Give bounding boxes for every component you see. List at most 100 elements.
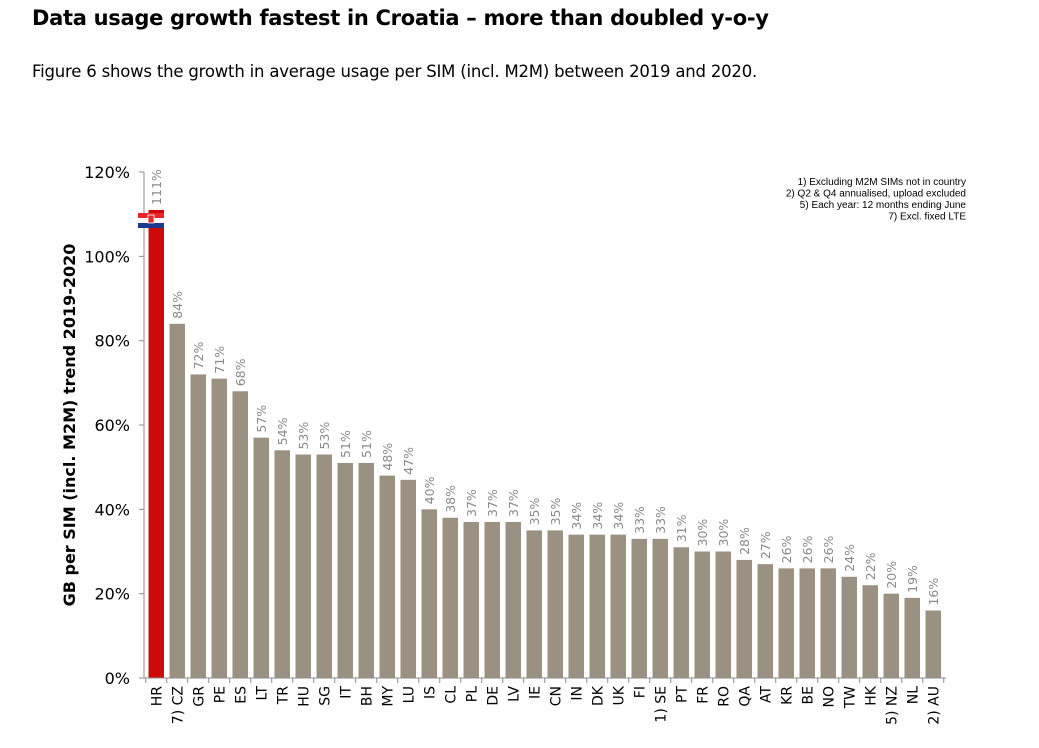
data-label: 53% [317, 422, 332, 450]
data-label: 30% [716, 519, 731, 547]
x-tick-label: RO [716, 686, 732, 707]
bar [463, 521, 479, 678]
data-label: 26% [821, 535, 836, 563]
bar [925, 610, 941, 678]
data-label: 57% [254, 405, 269, 433]
data-label: 33% [653, 506, 668, 534]
data-label: 68% [233, 358, 248, 386]
x-tick-label: PE [212, 686, 228, 703]
data-label: 34% [590, 502, 605, 530]
bar [820, 568, 836, 678]
data-label: 33% [632, 506, 647, 534]
data-label: 38% [443, 485, 458, 513]
x-tick-label: DK [590, 685, 606, 706]
data-label: 16% [926, 578, 941, 606]
bar [610, 534, 626, 678]
x-tick-label: IN [569, 686, 585, 701]
x-tick-label: UK [611, 685, 627, 705]
x-tick-label: CN [548, 686, 564, 706]
bar [547, 530, 563, 678]
x-tick-label: AT [758, 686, 774, 703]
bar [904, 597, 920, 678]
data-label: 72% [191, 341, 206, 369]
figure-description: Figure 6 shows the growth in average usa… [32, 62, 758, 81]
data-label: 51% [338, 430, 353, 458]
bar [379, 475, 395, 678]
bar [253, 437, 269, 678]
data-label: 37% [485, 489, 500, 517]
bar [736, 559, 752, 678]
x-tick-label: LT [254, 686, 270, 701]
bar [442, 517, 458, 678]
bar [883, 593, 899, 678]
x-tick-label: CL [443, 686, 459, 704]
data-label: 54% [275, 417, 290, 445]
bar [484, 521, 500, 678]
bar [778, 568, 794, 678]
data-label: 37% [506, 489, 521, 517]
data-label: 27% [758, 531, 773, 559]
x-tick-label: LV [506, 686, 522, 702]
data-label: 24% [842, 544, 857, 572]
bar [169, 323, 185, 678]
bar [673, 547, 689, 678]
data-label: 20% [884, 561, 899, 589]
data-label: 53% [296, 422, 311, 450]
footnote: 1) Excluding M2M SIMs not in country [798, 177, 966, 188]
data-label: 35% [548, 498, 563, 526]
x-tick-label: IS [422, 686, 438, 699]
page-title: Data usage growth fastest in Croatia – m… [32, 6, 769, 30]
y-tick-label: 80% [94, 332, 130, 351]
data-label: 111% [149, 169, 164, 205]
x-tick-label: TR [275, 686, 291, 706]
data-label: 84% [170, 291, 185, 319]
x-tick-label: 5) NZ [884, 686, 900, 725]
data-label: 19% [905, 565, 920, 593]
data-label: 34% [611, 502, 626, 530]
bar [631, 538, 647, 678]
data-labels-group: 111% 84% 72% 71% 68% 57% 54% 53% 53% 51% 51% 48% 47%… [149, 169, 941, 605]
bar [400, 479, 416, 678]
x-tick-label: PT [674, 686, 690, 703]
x-tick-label: SG [317, 686, 333, 706]
footnote: 7) Excl. fixed LTE [888, 212, 966, 223]
x-tick-label: 7) CZ [170, 686, 186, 724]
x-tick-label: MY [380, 686, 396, 707]
data-label: 51% [359, 430, 374, 458]
y-tick-label: 60% [94, 416, 130, 435]
data-label: 22% [863, 552, 878, 580]
y-tick-label: 0% [105, 669, 130, 688]
flag-stripe-blue [138, 223, 164, 228]
data-label: 28% [737, 527, 752, 555]
croatia-flag-icon [138, 213, 164, 228]
x-tick-label: KR [779, 686, 795, 705]
bar [211, 378, 227, 678]
data-label: 47% [401, 447, 416, 475]
y-tick-label: 40% [94, 500, 130, 519]
bar [841, 576, 857, 678]
bar [274, 450, 290, 678]
bar [862, 585, 878, 678]
x-axis: HR 7) CZ GR PE ES LT TR HU SG IT BH MY LU IS CL PL DE LV I… [144, 677, 946, 725]
data-label: 40% [422, 476, 437, 504]
data-label: 26% [800, 535, 815, 563]
bars-group [148, 209, 941, 678]
footnote: 2) Q2 & Q4 annualised, upload excluded [786, 189, 966, 200]
data-label: 30% [695, 519, 710, 547]
bar-highlight [148, 209, 164, 678]
bar [715, 551, 731, 678]
bar [694, 551, 710, 678]
data-label: 35% [527, 498, 542, 526]
x-tick-label: HR [149, 686, 165, 707]
x-tick-label: ES [233, 686, 249, 704]
bar [295, 454, 311, 678]
x-tick-label: HK [863, 685, 879, 706]
y-axis: 0% 20% 40% 60% 80% 100% 120% [84, 163, 145, 688]
bar [652, 538, 668, 678]
x-tick-label: GR [191, 686, 207, 707]
bar [316, 454, 332, 678]
x-tick-label: FI [632, 686, 648, 698]
x-tick-label: 2) AU [926, 686, 942, 725]
